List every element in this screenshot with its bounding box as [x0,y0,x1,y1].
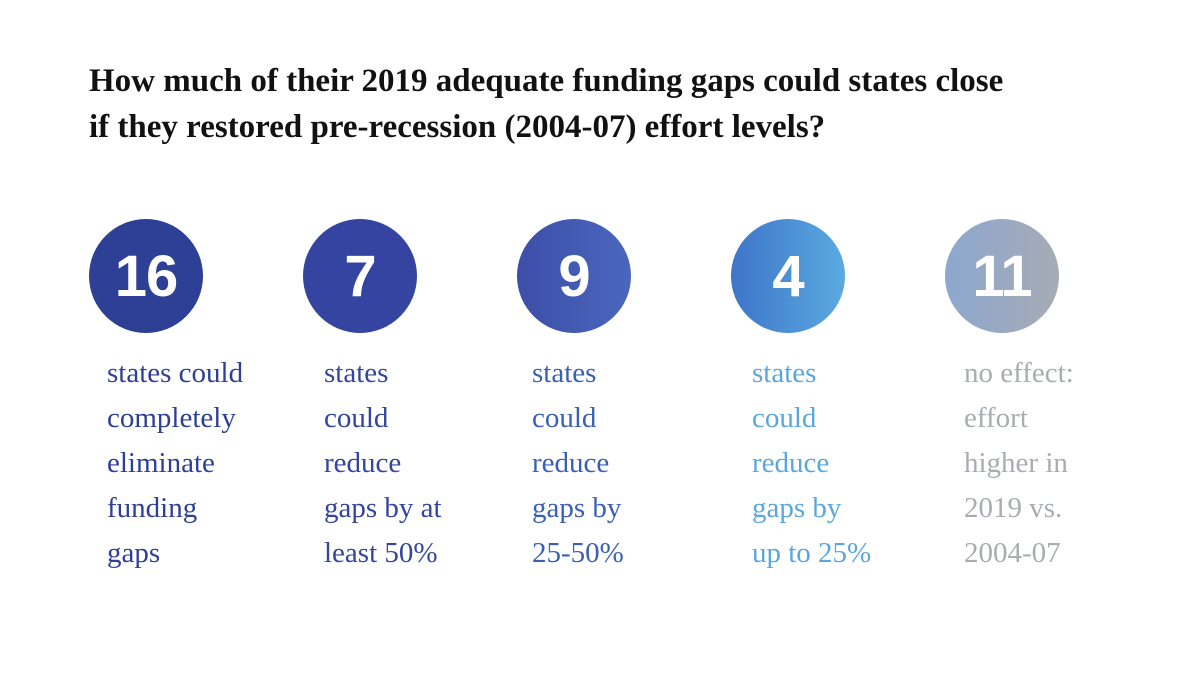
stat-reduce-25-50: 9 states could reduce gaps by 25-50% [517,219,732,576]
stat-no-effect: 11 no effect: effort higher in 2019 vs. … [945,219,1160,576]
infographic-title: How much of their 2019 adequate funding … [89,63,1004,145]
stat-number-circle: 16 [89,219,203,333]
stat-number-circle: 9 [517,219,631,333]
stat-number-circle: 7 [303,219,417,333]
stat-description: no effect: effort higher in 2019 vs. 200… [964,357,1074,569]
stat-number-circle: 11 [945,219,1059,333]
stat-reduce-up-to-25: 4 states could reduce gaps by up to 25% [731,219,946,576]
stat-reduce-50-plus: 7 states could reduce gaps by at least 5… [303,219,518,576]
stat-description: states could completely eliminate fundin… [107,357,244,569]
stat-description: states could reduce gaps by up to 25% [752,357,872,569]
stat-description: states could reduce gaps by 25-50% [532,357,624,569]
stat-description: states could reduce gaps by at least 50% [324,357,442,569]
stat-number-circle: 4 [731,219,845,333]
stat-eliminate-gaps: 16 states could completely eliminate fun… [89,219,304,576]
